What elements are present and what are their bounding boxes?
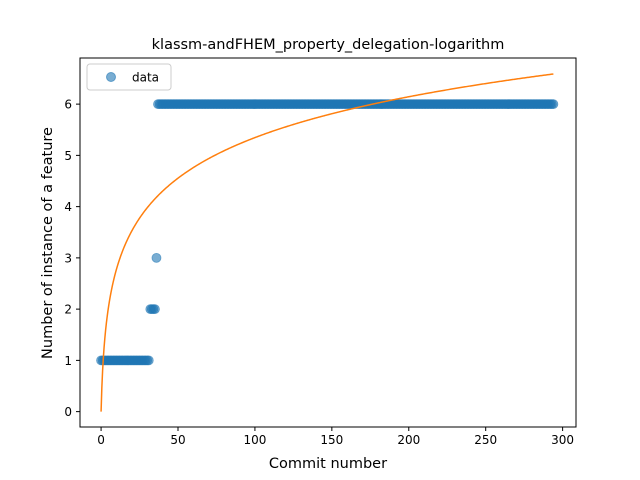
x-tick-label: 250: [474, 433, 497, 447]
data-point: [150, 304, 160, 315]
legend-box: [86, 63, 172, 91]
x-tick-label: 50: [170, 433, 185, 447]
y-tick-label: 1: [64, 354, 72, 368]
legend: data: [86, 63, 172, 91]
y-tick-label: 5: [64, 149, 72, 163]
x-tick-label: 200: [397, 433, 420, 447]
axes-frame: [79, 57, 577, 428]
fit-line: [100, 73, 554, 412]
y-tick-label: 6: [64, 98, 72, 112]
x-axis-label: Commit number: [269, 456, 387, 472]
y-tick-label: 2: [64, 303, 72, 317]
x-tick-label: 300: [551, 433, 574, 447]
data-point: [151, 252, 162, 263]
axes: 0 50 100 150 200 250 300 0 1 2 3 4 5 6: [64, 57, 577, 447]
x-tick-label: 100: [243, 433, 266, 447]
data-point: [143, 355, 154, 366]
y-tick-label: 0: [64, 405, 72, 419]
y-tick-label: 3: [64, 251, 72, 265]
legend-marker-data: [106, 72, 116, 82]
y-tick-label: 4: [64, 200, 72, 214]
data-point: [548, 99, 559, 110]
y-axis-label: Number of instance of a feature: [40, 127, 56, 359]
chart-title: klassm-andFHEM_property_delegation-logar…: [152, 37, 505, 53]
legend-label-data: data: [132, 71, 159, 85]
x-tick-label: 150: [320, 433, 343, 447]
plot-area: [96, 73, 559, 412]
x-tick-label: 0: [97, 433, 105, 447]
